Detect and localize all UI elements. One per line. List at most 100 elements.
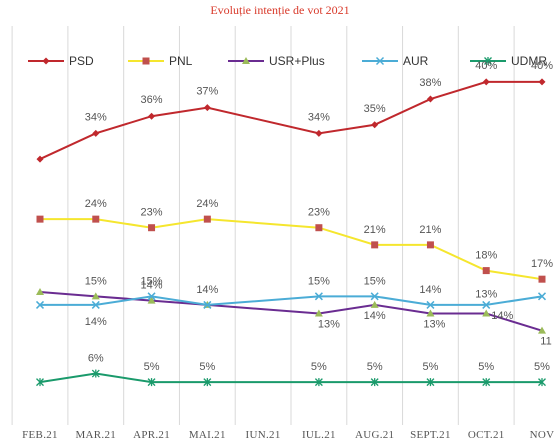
point-marker: [371, 121, 379, 129]
point-marker: [375, 56, 385, 66]
data-label: 15%: [308, 275, 330, 287]
data-label: 17%: [531, 258, 553, 270]
x-tick-label: AUG.21: [355, 429, 394, 440]
x-tick-label: APR.21: [133, 429, 170, 440]
data-label: 5%: [478, 361, 494, 373]
data-label: 5%: [422, 361, 438, 373]
data-label: 34%: [308, 111, 330, 123]
legend-item: USR+Plus: [228, 54, 325, 68]
point-marker: [482, 78, 490, 86]
point-marker: [36, 378, 44, 387]
data-label: 13%: [423, 318, 445, 330]
point-marker: [482, 378, 491, 387]
point-marker: [203, 300, 212, 309]
legend-label: AUR: [403, 54, 429, 68]
chart-title: Evoluție intenție de vot 2021: [210, 3, 349, 17]
data-label: 18%: [475, 250, 497, 262]
data-labels: 34% 36% 37% 34% 35% 38% 40% 40% 24% 23% 24% 23% 21% 2…: [85, 60, 553, 373]
x-tick-label: MAI.21: [189, 429, 226, 440]
point-marker: [36, 215, 44, 223]
point-marker: [484, 57, 492, 65]
point-marker: [142, 57, 150, 65]
series-udmr: [36, 369, 546, 387]
data-label: 23%: [308, 207, 330, 219]
legend-label: PNL: [169, 54, 193, 68]
point-marker: [147, 296, 156, 304]
point-marker: [537, 292, 547, 301]
x-tick-label: NOV: [530, 429, 555, 440]
x-tick-label: SEPT.21: [410, 429, 451, 440]
data-label: 13%: [475, 288, 497, 300]
data-label: 14%: [85, 316, 107, 328]
data-label: 15%: [364, 275, 386, 287]
data-label: 5%: [199, 361, 215, 373]
x-tick-label: MAR.21: [75, 429, 116, 440]
point-marker: [92, 129, 100, 137]
data-label: 24%: [196, 198, 218, 210]
data-label: 11: [540, 336, 551, 348]
data-label: 40%: [531, 60, 553, 72]
point-marker: [35, 300, 45, 309]
point-marker: [426, 95, 434, 103]
data-label: 24%: [85, 198, 107, 210]
point-marker: [242, 57, 250, 64]
data-label: 5%: [534, 361, 550, 373]
data-label: 21%: [419, 224, 441, 236]
series-group: [35, 78, 547, 387]
point-marker: [426, 309, 435, 317]
data-label: 14%: [419, 284, 441, 296]
data-label: 21%: [364, 224, 386, 236]
point-marker: [91, 300, 100, 309]
x-tick-label: OCT.21: [468, 429, 505, 440]
data-label: 15%: [85, 275, 107, 287]
legend-item: UDMR: [470, 54, 547, 68]
legend-label: UDMR: [511, 54, 547, 68]
point-marker: [42, 57, 50, 65]
data-label: 37%: [196, 86, 218, 98]
point-marker: [315, 224, 323, 232]
point-marker: [147, 292, 156, 301]
point-marker: [147, 378, 156, 387]
point-marker: [482, 267, 490, 275]
point-marker: [315, 129, 323, 137]
point-marker: [538, 78, 546, 86]
point-marker: [538, 326, 546, 334]
x-axis: FEB.21 MAR.21 APR.21 MAI.21 IUN.21 IUL.21 AUG.…: [22, 429, 554, 440]
point-marker: [203, 104, 211, 112]
point-marker: [426, 241, 434, 249]
point-marker: [426, 300, 435, 309]
point-marker: [36, 155, 44, 163]
data-label: 14%: [141, 280, 163, 292]
data-label: 14%: [196, 284, 218, 296]
point-marker: [314, 378, 323, 387]
data-label: 34%: [85, 111, 107, 123]
point-marker: [148, 112, 156, 120]
point-marker: [371, 241, 379, 249]
data-label: 15%: [141, 275, 163, 287]
legend-item: PSD: [28, 54, 94, 68]
x-tick-label: IUL.21: [302, 429, 336, 440]
point-marker: [314, 292, 323, 301]
legend-item: AUR: [362, 54, 429, 68]
point-marker: [482, 309, 491, 317]
point-marker: [538, 378, 546, 387]
data-label: 13%: [318, 318, 340, 330]
legend: PSD PNL USR+Plus AUR UDMR: [28, 54, 547, 68]
legend-item: PNL: [128, 54, 193, 68]
series-pnl: [36, 215, 546, 283]
data-label: 5%: [311, 361, 327, 373]
data-label: 5%: [144, 361, 160, 373]
point-marker: [203, 378, 212, 387]
series-aur: [35, 292, 547, 309]
point-marker: [370, 292, 379, 301]
data-label: 23%: [141, 207, 163, 219]
point-marker: [314, 309, 323, 317]
series-psd: [36, 78, 546, 163]
data-label: 6%: [88, 353, 104, 365]
point-marker: [92, 215, 100, 223]
point-marker: [91, 369, 100, 378]
point-marker: [538, 275, 546, 283]
point-marker: [370, 378, 379, 387]
point-marker: [370, 300, 379, 308]
